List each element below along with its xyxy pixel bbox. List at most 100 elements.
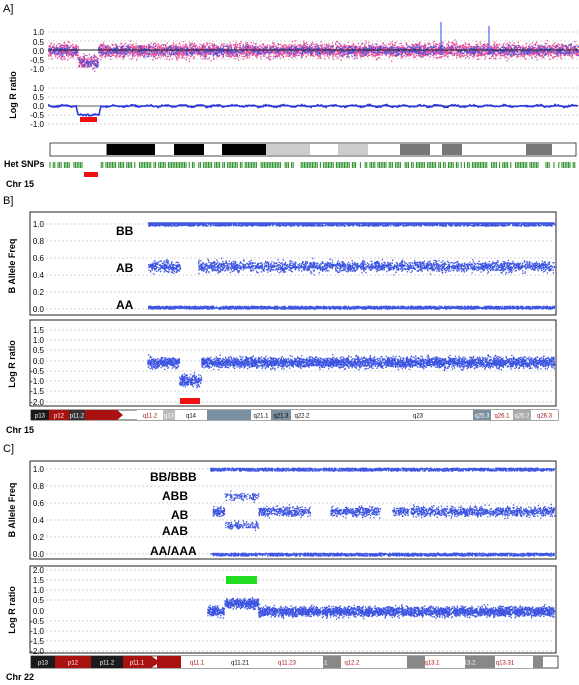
tick-label: 0.0 — [33, 102, 45, 111]
tick-label: -1.5 — [30, 387, 44, 396]
het-snp-ticks — [49, 162, 576, 168]
chromosome-band — [31, 410, 49, 420]
panel-c-baf-points — [210, 467, 556, 557]
chromosome-band — [323, 656, 341, 668]
panel-a-ideogram — [49, 142, 577, 157]
panel-a-label: A] — [3, 3, 13, 15]
tick-label: -0.5 — [30, 367, 44, 376]
chromosome-band — [222, 144, 266, 155]
deletion-marker — [80, 117, 97, 122]
lrr-point-cloud — [48, 42, 579, 69]
panel-c-baf-ticks: 1.0 0.8 0.6 0.4 0.2 0.0 — [33, 465, 45, 559]
tick-label: 0.5 — [33, 346, 45, 355]
tick-label: 1.5 — [33, 326, 45, 335]
band-label: q21.1 — [253, 414, 269, 420]
tick-label: 0.0 — [33, 550, 45, 559]
chromosome-band — [287, 656, 323, 668]
band-label: q11.2 — [143, 414, 158, 420]
panel-b-lrr-points — [147, 354, 556, 389]
panel-a-raw-points — [48, 39, 579, 72]
chromosome-band — [400, 144, 430, 155]
chromosome-band — [137, 410, 163, 420]
chromosome-band — [495, 656, 533, 668]
panel-c-baf-ylabel: B Allele Freq — [7, 483, 17, 538]
tick-label: -1.0 — [30, 120, 44, 129]
panel-b-chr-label: Chr 15 — [6, 425, 34, 435]
genotype-label: BB/BBB — [150, 470, 197, 484]
chromosome-band — [533, 656, 543, 668]
tick-label: 0.2 — [33, 533, 45, 542]
panel-a-bottom-ticks: 1.0 0.5 0.0 -0.5 -1.0 — [30, 84, 44, 129]
tick-label: 1.0 — [33, 84, 45, 93]
band-label: q11.1 — [190, 661, 205, 667]
band-label: p12 — [68, 661, 79, 667]
panel-b-label: B] — [3, 195, 13, 207]
centromere — [151, 656, 160, 668]
chromosome-band — [217, 656, 287, 668]
tick-label: 0.0 — [33, 607, 45, 616]
tick-label: 1.0 — [33, 336, 45, 345]
genotype-label: AB — [116, 261, 134, 275]
tick-label: 0.4 — [33, 516, 45, 525]
tick-label: 1.0 — [33, 220, 45, 229]
panel-c-lrr-ticks: 2.0 1.5 1.0 0.5 0.0 -0.5 -1.0 -1.5 -2.0 — [30, 566, 44, 656]
tick-label: -1.5 — [30, 637, 44, 646]
band-label: p11.2 — [100, 661, 115, 667]
tick-label: -2.0 — [30, 647, 44, 656]
tick-label: -0.5 — [30, 56, 44, 65]
genotype-label: ABB — [162, 489, 188, 503]
panel-a-smoothed-lrr-plot — [48, 87, 579, 125]
band-label: p13 — [38, 661, 49, 667]
chromosome-band — [291, 410, 313, 420]
chromosome-band — [207, 410, 251, 420]
panel-b-baf-ylabel: B Allele Freq — [7, 239, 17, 294]
het-snps-label: Het SNPs — [4, 159, 45, 169]
chromosome-band — [465, 656, 495, 668]
tick-label: 0.2 — [33, 288, 45, 297]
panel-c-lrr-points — [207, 597, 556, 620]
panel-b-ideogram: p13 p12 p11.2 q11.2 q13 q14 q21.1 q21.3 q22.2 q23… — [30, 409, 559, 421]
genotype-label: AAB — [162, 524, 188, 538]
panel-a-top-ticks: 1.0 0.5 0.0 -0.5 -1.0 — [30, 28, 44, 74]
baf-points-het — [212, 490, 556, 532]
tick-label: -1.0 — [30, 377, 44, 386]
tick-label: 1.0 — [33, 465, 45, 474]
panel-c-chr-label: Chr 22 — [6, 672, 34, 682]
panel-c-label: C] — [3, 443, 14, 455]
band-label: q13.1 — [424, 661, 440, 667]
chromosome-band — [407, 656, 425, 668]
genotype-label: AA/AAA — [150, 544, 197, 558]
tick-label: -2.0 — [30, 398, 44, 407]
chromosome-band — [49, 410, 69, 420]
tick-label: 0.0 — [33, 305, 45, 314]
chromosome-band — [31, 656, 55, 668]
band-label: p11.2 — [70, 414, 85, 420]
band-label: q11.23 — [278, 661, 297, 667]
band-label: q26.3 — [537, 414, 553, 420]
tick-label: 0.5 — [33, 93, 45, 102]
chromosome-band — [123, 656, 151, 668]
chromosome-band — [526, 144, 552, 155]
panel-b-baf-points — [148, 222, 556, 310]
centromere — [117, 410, 123, 420]
chromosome-band — [181, 656, 217, 668]
chromosome-band — [473, 410, 491, 420]
tick-label: -1.0 — [30, 65, 44, 74]
panel-b-baf-ticks: 1.0 0.8 0.6 0.4 0.2 0.0 — [33, 220, 45, 314]
smoothed-lrr-line — [48, 103, 579, 117]
het-snp-track — [49, 162, 576, 168]
band-label: q12.3 — [384, 661, 400, 667]
panel-a-chr-label: Chr 15 — [6, 179, 34, 189]
deletion-marker — [180, 398, 200, 404]
panel-c-baf-frame — [29, 460, 557, 560]
chromosome-band — [56, 144, 80, 155]
chromosome-band — [341, 656, 351, 668]
tick-label: 0.8 — [33, 237, 45, 246]
lrr-point-cloud — [48, 39, 579, 72]
chromosome-band — [175, 410, 207, 420]
panel-c-ideogram: p13 p12 p11.2 p11.1 q11.1 q11.21 q11.23 q12.1 q1… — [30, 655, 559, 669]
genotype-label: BB — [116, 224, 134, 238]
chromosome-band — [531, 410, 558, 420]
chromosome-band — [338, 144, 368, 155]
panel-b-lrr-ticks: 1.5 1.0 0.5 0.0 -0.5 -1.0 -1.5 -2.0 — [30, 326, 44, 407]
